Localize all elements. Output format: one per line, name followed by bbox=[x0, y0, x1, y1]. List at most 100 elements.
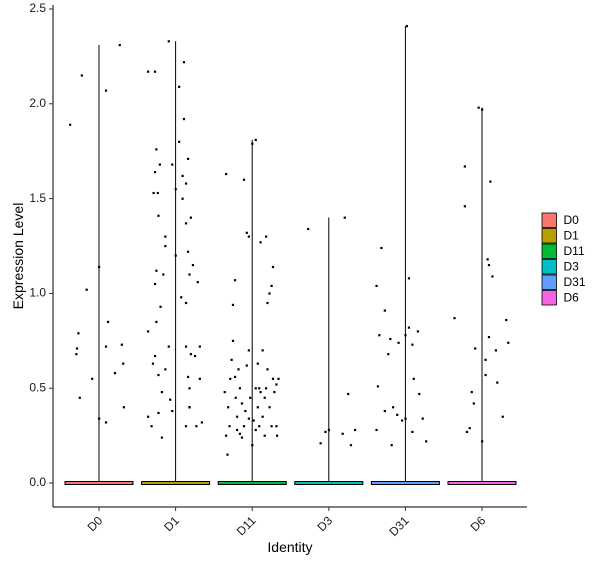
y-tick-label: 1.5 bbox=[29, 191, 46, 205]
point-d1 bbox=[188, 273, 191, 276]
point-d1 bbox=[187, 375, 190, 379]
point-d11 bbox=[259, 241, 262, 244]
point-d1 bbox=[181, 174, 184, 178]
point-d31 bbox=[383, 309, 386, 312]
point-d11 bbox=[234, 396, 237, 399]
point-d3 bbox=[349, 444, 353, 447]
point-d6 bbox=[507, 341, 510, 344]
point-d1 bbox=[167, 345, 170, 348]
point-d3 bbox=[347, 392, 350, 396]
point-d1 bbox=[193, 354, 197, 358]
point-d31 bbox=[383, 409, 386, 413]
legend-swatch-d31 bbox=[541, 274, 557, 290]
point-d31 bbox=[400, 419, 404, 422]
point-d11 bbox=[236, 428, 239, 432]
x-tick-label: D31 bbox=[386, 513, 412, 539]
point-d1 bbox=[158, 163, 161, 166]
point-d11 bbox=[273, 390, 276, 394]
y-tick-label: 2.0 bbox=[29, 96, 46, 110]
point-d0 bbox=[120, 343, 123, 346]
point-d11 bbox=[258, 387, 261, 390]
point-d6 bbox=[494, 349, 497, 352]
point-d11 bbox=[254, 428, 257, 432]
point-d11 bbox=[275, 425, 278, 428]
point-d6 bbox=[505, 318, 508, 322]
point-d11 bbox=[245, 364, 248, 367]
point-d1 bbox=[189, 353, 192, 356]
point-d1 bbox=[153, 354, 157, 358]
point-d1 bbox=[198, 345, 201, 348]
point-d6 bbox=[465, 430, 469, 434]
point-d1 bbox=[188, 387, 191, 390]
point-d6 bbox=[481, 108, 484, 111]
point-d31 bbox=[416, 330, 420, 333]
point-d11 bbox=[240, 436, 244, 439]
point-d11 bbox=[261, 349, 264, 352]
point-d11 bbox=[254, 387, 257, 390]
legend-label-d0: D0 bbox=[564, 213, 580, 227]
y-tick-label: 1.0 bbox=[29, 286, 46, 300]
point-d11 bbox=[229, 377, 232, 380]
point-d11 bbox=[270, 284, 273, 288]
point-d11 bbox=[238, 432, 241, 435]
point-d11 bbox=[231, 339, 235, 342]
legend-swatch-d0 bbox=[541, 212, 557, 228]
point-d1 bbox=[184, 222, 188, 225]
point-d31 bbox=[404, 334, 407, 337]
legend-swatch-d11 bbox=[541, 243, 557, 259]
point-d1 bbox=[196, 281, 199, 284]
point-d31 bbox=[411, 430, 414, 434]
point-d0 bbox=[104, 345, 108, 348]
legend-label-d3: D3 bbox=[564, 259, 580, 273]
point-d11 bbox=[240, 402, 244, 405]
point-d6 bbox=[491, 275, 494, 278]
point-d11 bbox=[238, 387, 241, 390]
x-tick-label: D11 bbox=[234, 513, 259, 538]
point-d3 bbox=[324, 430, 327, 434]
point-d0 bbox=[85, 288, 88, 291]
point-d11 bbox=[261, 415, 264, 418]
point-d1 bbox=[184, 301, 188, 305]
point-d31 bbox=[425, 440, 428, 443]
point-d11 bbox=[233, 279, 237, 282]
x-tick-label: D0 bbox=[85, 513, 106, 534]
point-d11 bbox=[247, 235, 250, 238]
legend-swatch-d1 bbox=[541, 228, 557, 244]
point-d11 bbox=[228, 425, 231, 428]
point-d11 bbox=[225, 172, 228, 176]
point-d6 bbox=[470, 390, 473, 394]
point-d11 bbox=[231, 303, 235, 306]
point-d1 bbox=[167, 40, 170, 43]
point-d1 bbox=[184, 182, 188, 185]
point-d1 bbox=[160, 436, 164, 439]
point-d1 bbox=[181, 197, 184, 200]
point-d0 bbox=[91, 377, 94, 380]
point-d1 bbox=[180, 296, 183, 299]
violin-base-d6 bbox=[447, 481, 517, 485]
x-ticks: D0 D1 D11 D3 D31 D6 bbox=[85, 507, 489, 539]
point-d11 bbox=[268, 406, 271, 409]
violin-layer bbox=[98, 26, 483, 483]
legend-label-d1: D1 bbox=[564, 228, 580, 242]
point-d1 bbox=[147, 330, 150, 333]
point-d31 bbox=[375, 428, 378, 432]
y-tick-label: 0.0 bbox=[29, 475, 46, 489]
point-d11 bbox=[277, 377, 280, 380]
point-d31 bbox=[378, 334, 381, 337]
point-d6 bbox=[486, 258, 489, 261]
point-d1 bbox=[164, 235, 167, 238]
point-d31 bbox=[376, 385, 380, 388]
point-d6 bbox=[474, 347, 477, 350]
point-d3 bbox=[319, 442, 322, 445]
point-d6 bbox=[501, 415, 504, 418]
point-d31 bbox=[404, 417, 407, 420]
legend-swatch-d3 bbox=[541, 259, 557, 275]
point-d1 bbox=[198, 377, 201, 380]
violin-base-d11 bbox=[217, 481, 287, 485]
point-d11 bbox=[230, 358, 233, 361]
point-d31 bbox=[421, 417, 424, 420]
legend-label-d11: D11 bbox=[564, 244, 585, 258]
point-d11 bbox=[249, 396, 252, 399]
